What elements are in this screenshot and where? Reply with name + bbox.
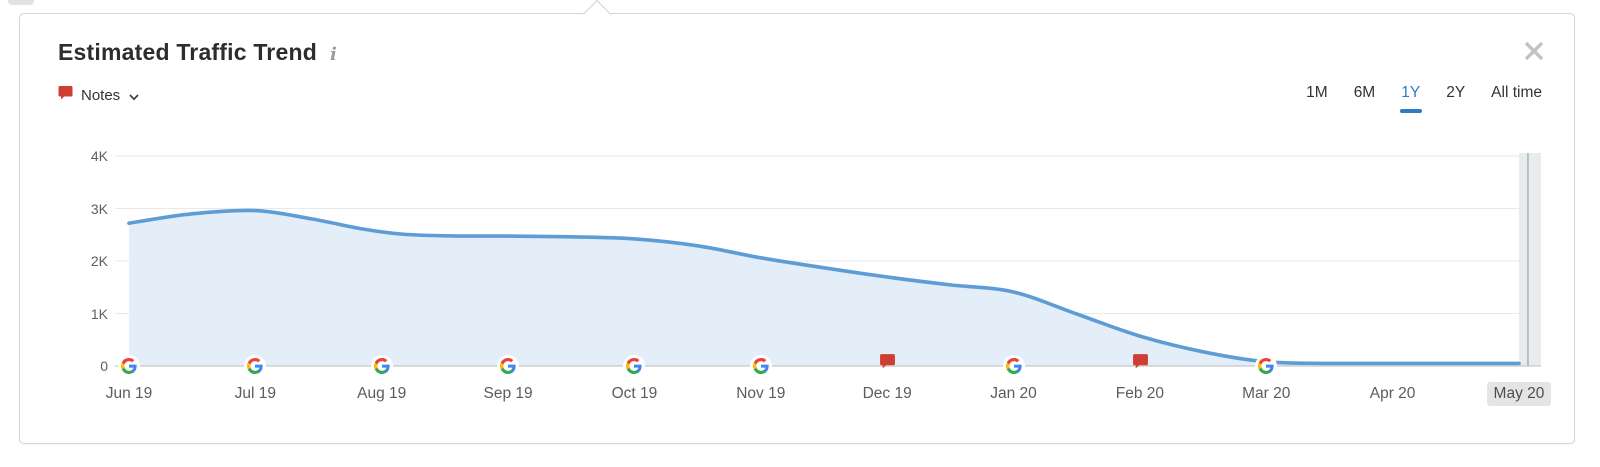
x-axis-label: Sep 19 bbox=[483, 385, 533, 402]
info-icon[interactable]: i bbox=[329, 43, 337, 65]
x-axis-label: Feb 20 bbox=[1115, 385, 1164, 402]
range-option-1m[interactable]: 1M bbox=[1306, 84, 1328, 101]
google-update-icon[interactable] bbox=[118, 355, 140, 377]
current-period-band bbox=[1518, 153, 1541, 366]
x-axis-label: Oct 19 bbox=[611, 385, 658, 402]
traffic-trend-chart: 0 1K 2K 3K 4K Jun 19 Jul 19 Aug 19 Sep 19 Oct 19 N… bbox=[20, 14, 1576, 445]
y-axis-label: 2K bbox=[90, 253, 108, 269]
area-fill bbox=[129, 210, 1519, 366]
notes-dropdown[interactable]: Notes bbox=[57, 85, 139, 105]
close-button[interactable] bbox=[1521, 40, 1547, 66]
range-option-all-time[interactable]: All time bbox=[1491, 84, 1542, 101]
google-update-icon[interactable] bbox=[749, 355, 772, 377]
notes-icon bbox=[57, 85, 74, 105]
note-marker-icon[interactable] bbox=[1132, 353, 1149, 370]
google-update-icon[interactable] bbox=[497, 355, 520, 377]
google-update-icon[interactable] bbox=[1002, 355, 1025, 377]
x-axis-label: Mar 20 bbox=[1242, 385, 1291, 402]
google-update-icon[interactable] bbox=[244, 355, 267, 377]
x-axis-label: Aug 19 bbox=[357, 385, 407, 402]
x-axis-label: Jul 19 bbox=[234, 385, 277, 402]
google-update-icon[interactable] bbox=[1255, 355, 1278, 377]
y-axis-label: 3K bbox=[90, 200, 108, 217]
range-option-1y[interactable]: 1Y bbox=[1401, 84, 1421, 101]
y-axis-label: 0 bbox=[100, 358, 108, 374]
y-axis-label: 4K bbox=[90, 148, 108, 164]
chevron-down-icon bbox=[129, 88, 139, 105]
y-axis-label: 1K bbox=[90, 305, 108, 322]
notes-label: Notes bbox=[81, 86, 121, 104]
x-axis-label: Dec 19 bbox=[862, 385, 912, 402]
background-artifact bbox=[8, 0, 34, 5]
x-axis-label: Jan 20 bbox=[990, 385, 1037, 402]
google-update-icon[interactable] bbox=[623, 355, 646, 377]
chart-canvas bbox=[115, 153, 1541, 367]
x-axis-label: Jun 19 bbox=[105, 385, 153, 402]
x-axis-label: Apr 20 bbox=[1369, 385, 1416, 402]
range-option-6m[interactable]: 6M bbox=[1353, 84, 1376, 101]
x-axis-label: May 20 bbox=[1464, 382, 1574, 406]
estimated-traffic-trend-card: Estimated Traffic Trend i Notes 1M 6M bbox=[19, 13, 1575, 444]
range-option-2y[interactable]: 2Y bbox=[1446, 84, 1466, 101]
card-header: Estimated Traffic Trend i bbox=[58, 39, 337, 66]
close-icon bbox=[1522, 39, 1546, 68]
x-axis-label: Nov 19 bbox=[736, 385, 786, 402]
google-update-icon[interactable] bbox=[370, 355, 393, 377]
time-range-selector: 1M 6M 1Y 2Y All time bbox=[1306, 84, 1542, 102]
note-marker-icon[interactable] bbox=[879, 353, 896, 370]
page-title: Estimated Traffic Trend bbox=[58, 39, 317, 65]
